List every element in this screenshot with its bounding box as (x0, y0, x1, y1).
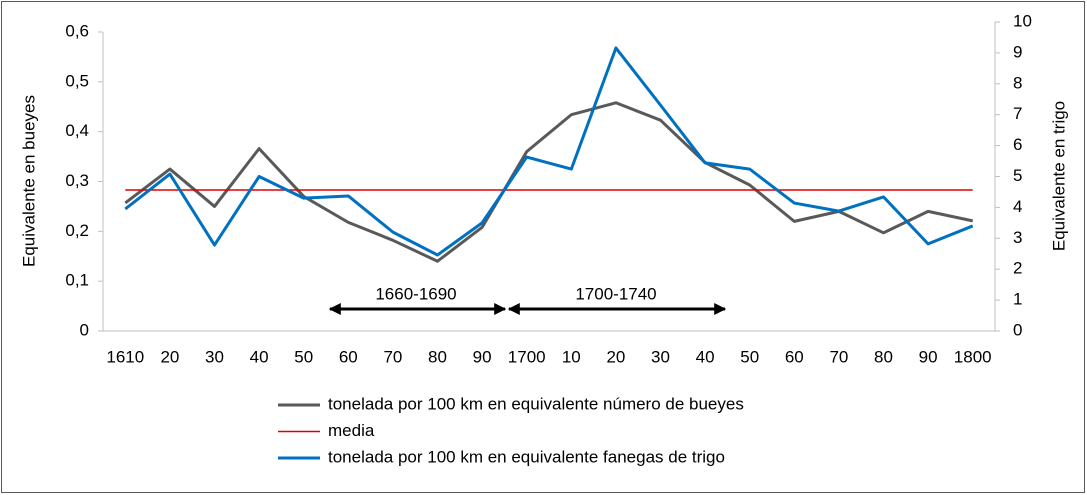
y2-tick-label: 0 (1013, 320, 1022, 339)
y-tick-label: 0,2 (65, 221, 89, 240)
y2-tick-label: 5 (1013, 166, 1022, 185)
x-tick-label: 50 (740, 347, 759, 366)
y2-tick-label: 7 (1013, 104, 1022, 123)
y-axis-title: Equivalente en bueyes (19, 95, 38, 267)
y2-tick-label: 10 (1013, 11, 1032, 30)
x-tick-label: 70 (829, 347, 848, 366)
x-tick-label: 80 (874, 347, 893, 366)
x-tick-label: 40 (250, 347, 269, 366)
x-tick-label: 1700 (508, 347, 546, 366)
x-tick-label: 80 (428, 347, 447, 366)
x-tick-label: 60 (339, 347, 358, 366)
annotation: 1660-1690 (375, 284, 456, 303)
y2-tick-label: 9 (1013, 42, 1022, 61)
x-tick-label: 10 (562, 347, 581, 366)
legend-label: tonelada por 100 km en equivalente faneg… (328, 447, 725, 466)
x-tick-label: 60 (785, 347, 804, 366)
y-tick-label: 0,1 (65, 271, 89, 290)
y2-tick-label: 4 (1013, 197, 1022, 216)
x-tick-label: 40 (696, 347, 715, 366)
y2-tick-label: 2 (1013, 259, 1022, 278)
y2-tick-label: 8 (1013, 73, 1022, 92)
series-line (124, 46, 974, 257)
x-tick-label: 30 (651, 347, 670, 366)
y-tick-label: 0,5 (65, 71, 89, 90)
x-tick-label: 90 (473, 347, 492, 366)
y-tick-label: 0,6 (65, 21, 89, 40)
x-tick-label: 50 (294, 347, 313, 366)
y2-tick-label: 1 (1013, 290, 1022, 309)
y-tick-label: 0 (80, 320, 89, 339)
x-tick-label: 20 (160, 347, 179, 366)
x-tick-label: 20 (606, 347, 625, 366)
x-tick-label: 1800 (954, 347, 992, 366)
y2-axis-title: Equivalente en trigo (1049, 101, 1068, 251)
x-tick-label: 70 (383, 347, 402, 366)
series-line (124, 101, 974, 263)
legend-label: tonelada por 100 km en equivalente númer… (328, 394, 744, 413)
legend-label: media (328, 421, 375, 440)
y-tick-label: 0,3 (65, 171, 89, 190)
x-tick-label: 90 (919, 347, 938, 366)
annotation: 1700-1740 (575, 284, 656, 303)
x-tick-label: 30 (205, 347, 224, 366)
y-tick-label: 0,4 (65, 121, 89, 140)
x-tick-label: 1610 (106, 347, 144, 366)
y2-tick-label: 3 (1013, 228, 1022, 247)
y2-tick-label: 6 (1013, 135, 1022, 154)
